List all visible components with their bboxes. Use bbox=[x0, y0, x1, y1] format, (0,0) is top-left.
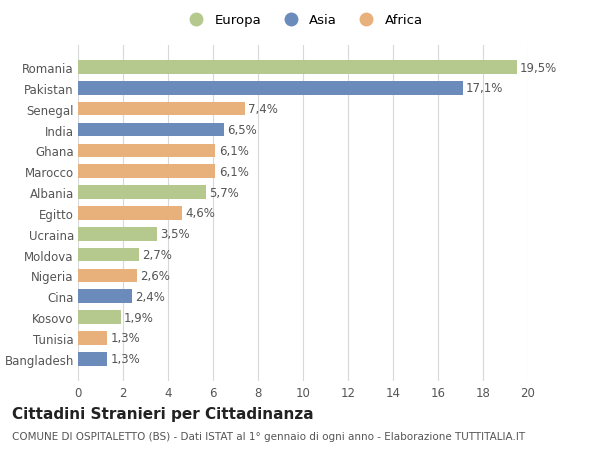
Text: 5,7%: 5,7% bbox=[209, 186, 239, 199]
Bar bbox=[78, 290, 132, 303]
Text: 2,4%: 2,4% bbox=[136, 290, 165, 303]
Bar bbox=[78, 331, 107, 345]
Bar bbox=[78, 144, 215, 158]
Text: 6,5%: 6,5% bbox=[227, 124, 257, 137]
Text: 3,5%: 3,5% bbox=[160, 228, 190, 241]
Text: 1,9%: 1,9% bbox=[124, 311, 154, 324]
Text: 7,4%: 7,4% bbox=[248, 103, 278, 116]
Text: 1,3%: 1,3% bbox=[110, 332, 140, 345]
Bar bbox=[78, 311, 121, 324]
Text: 19,5%: 19,5% bbox=[520, 62, 557, 74]
Text: 1,3%: 1,3% bbox=[110, 353, 140, 365]
Bar bbox=[78, 82, 463, 95]
Bar bbox=[78, 228, 157, 241]
Bar bbox=[78, 352, 107, 366]
Text: 2,6%: 2,6% bbox=[140, 269, 170, 282]
Bar bbox=[78, 248, 139, 262]
Bar bbox=[78, 61, 517, 75]
Text: 2,7%: 2,7% bbox=[142, 248, 172, 262]
Legend: Europa, Asia, Africa: Europa, Asia, Africa bbox=[178, 9, 428, 33]
Bar bbox=[78, 103, 245, 116]
Bar bbox=[78, 207, 182, 220]
Text: Cittadini Stranieri per Cittadinanza: Cittadini Stranieri per Cittadinanza bbox=[12, 406, 314, 421]
Bar bbox=[78, 269, 137, 283]
Bar bbox=[78, 123, 224, 137]
Bar bbox=[78, 165, 215, 179]
Bar bbox=[78, 186, 206, 199]
Text: COMUNE DI OSPITALETTO (BS) - Dati ISTAT al 1° gennaio di ogni anno - Elaborazion: COMUNE DI OSPITALETTO (BS) - Dati ISTAT … bbox=[12, 431, 525, 442]
Text: 4,6%: 4,6% bbox=[185, 207, 215, 220]
Text: 17,1%: 17,1% bbox=[466, 82, 503, 95]
Text: 6,1%: 6,1% bbox=[218, 145, 248, 157]
Text: 6,1%: 6,1% bbox=[218, 165, 248, 179]
